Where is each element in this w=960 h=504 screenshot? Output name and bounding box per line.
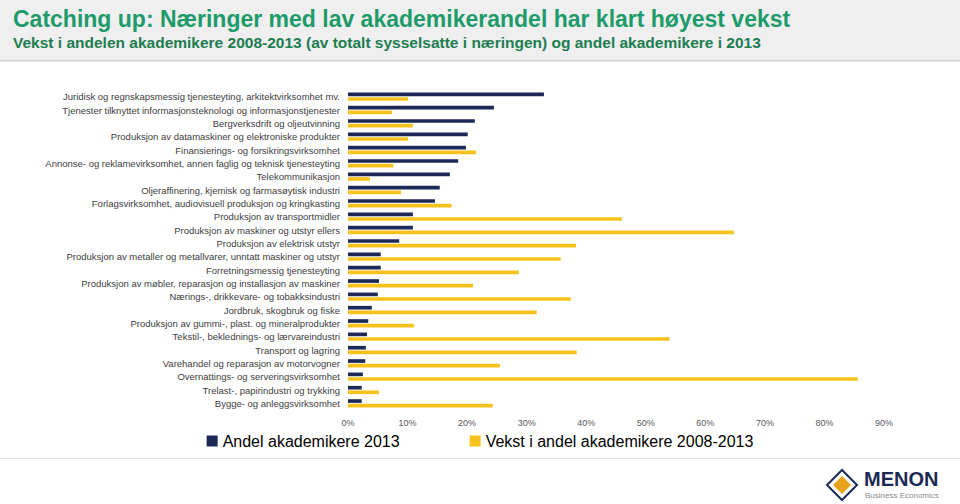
svg-text:Tekstil-, beklednings- og lærv: Tekstil-, beklednings- og lærvareindustr… (173, 331, 340, 342)
svg-text:80%: 80% (815, 418, 833, 428)
svg-text:Nærings-, drikkevare- og tobak: Nærings-, drikkevare- og tobakksindustri (169, 291, 340, 302)
svg-text:Produksjon av møbler, reparasj: Produksjon av møbler, reparasjon og inst… (81, 278, 340, 289)
svg-text:Produksjon av gummi-, plast. o: Produksjon av gummi-, plast. og mineralp… (130, 318, 340, 329)
svg-text:Produksjon av metaller og meta: Produksjon av metaller og metallvarer, u… (66, 251, 340, 262)
svg-text:Forretningsmessig tjenesteytin: Forretningsmessig tjenesteyting (206, 265, 340, 276)
svg-text:Tjenester tilknyttet informasj: Tjenester tilknyttet informasjonsteknolo… (62, 105, 340, 116)
svg-text:0%: 0% (341, 418, 354, 428)
svg-text:Transport og lagring: Transport og lagring (255, 345, 340, 356)
svg-text:Catching up: Næringer med lav: Catching up: Næringer med lav akademiker… (13, 6, 791, 32)
svg-text:Vekst i andel akademikere 2008: Vekst i andel akademikere 2008-2013 (486, 433, 754, 450)
svg-text:Bergverksdrift og oljeutvinnin: Bergverksdrift og oljeutvinning (213, 118, 340, 129)
svg-text:70%: 70% (756, 418, 774, 428)
svg-text:Business Economics: Business Economics (865, 491, 939, 500)
svg-text:Bygge- og anleggsvirksomhet: Bygge- og anleggsvirksomhet (215, 398, 341, 409)
svg-text:Produksjon av maskiner og utst: Produksjon av maskiner og utstyr ellers (174, 225, 340, 236)
svg-text:Finansierings- og forsikringsv: Finansierings- og forsikringsvirksomhet (175, 145, 340, 156)
svg-text:MENON: MENON (864, 468, 938, 490)
svg-text:Oljeraffinering, kjemisk og fa: Oljeraffinering, kjemisk og farmasøytisk… (141, 185, 340, 196)
svg-text:Forlagsvirksomhet, audiovisuel: Forlagsvirksomhet, audiovisuell produksj… (92, 198, 340, 209)
svg-text:Varehandel og reparasjon av mo: Varehandel og reparasjon av motorvogner (163, 358, 340, 369)
svg-text:Vekst i andelen akademikere 20: Vekst i andelen akademikere 2008-2013 (a… (13, 34, 761, 51)
svg-text:30%: 30% (518, 418, 536, 428)
svg-text:Produksjon av transportmidler: Produksjon av transportmidler (214, 211, 340, 222)
svg-text:40%: 40% (577, 418, 595, 428)
svg-text:Produksjon av datamaskiner og: Produksjon av datamaskiner og elektronis… (111, 131, 340, 142)
svg-text:Trelast-, papirindustri og try: Trelast-, papirindustri og trykking (203, 385, 340, 396)
svg-text:Jordbruk, skogbruk og fiske: Jordbruk, skogbruk og fiske (224, 305, 340, 316)
svg-text:Andel akademikere 2013: Andel akademikere 2013 (223, 433, 400, 450)
svg-text:Overnattings- og serveringsvir: Overnattings- og serveringsvirksomhet (177, 371, 340, 382)
svg-text:50%: 50% (637, 418, 655, 428)
svg-text:20%: 20% (458, 418, 476, 428)
svg-text:Produksjon av elektrisk utstyr: Produksjon av elektrisk utstyr (216, 238, 340, 249)
svg-text:Telekommunikasjon: Telekommunikasjon (257, 171, 340, 182)
svg-text:Annonse- og reklamevirksomhet,: Annonse- og reklamevirksomhet, annen fag… (45, 158, 340, 169)
svg-text:90%: 90% (875, 418, 893, 428)
svg-text:10%: 10% (399, 418, 417, 428)
svg-text:60%: 60% (696, 418, 714, 428)
svg-text:Juridisk og regnskapsmessig tj: Juridisk og regnskapsmessig tjenesteytin… (63, 91, 340, 102)
